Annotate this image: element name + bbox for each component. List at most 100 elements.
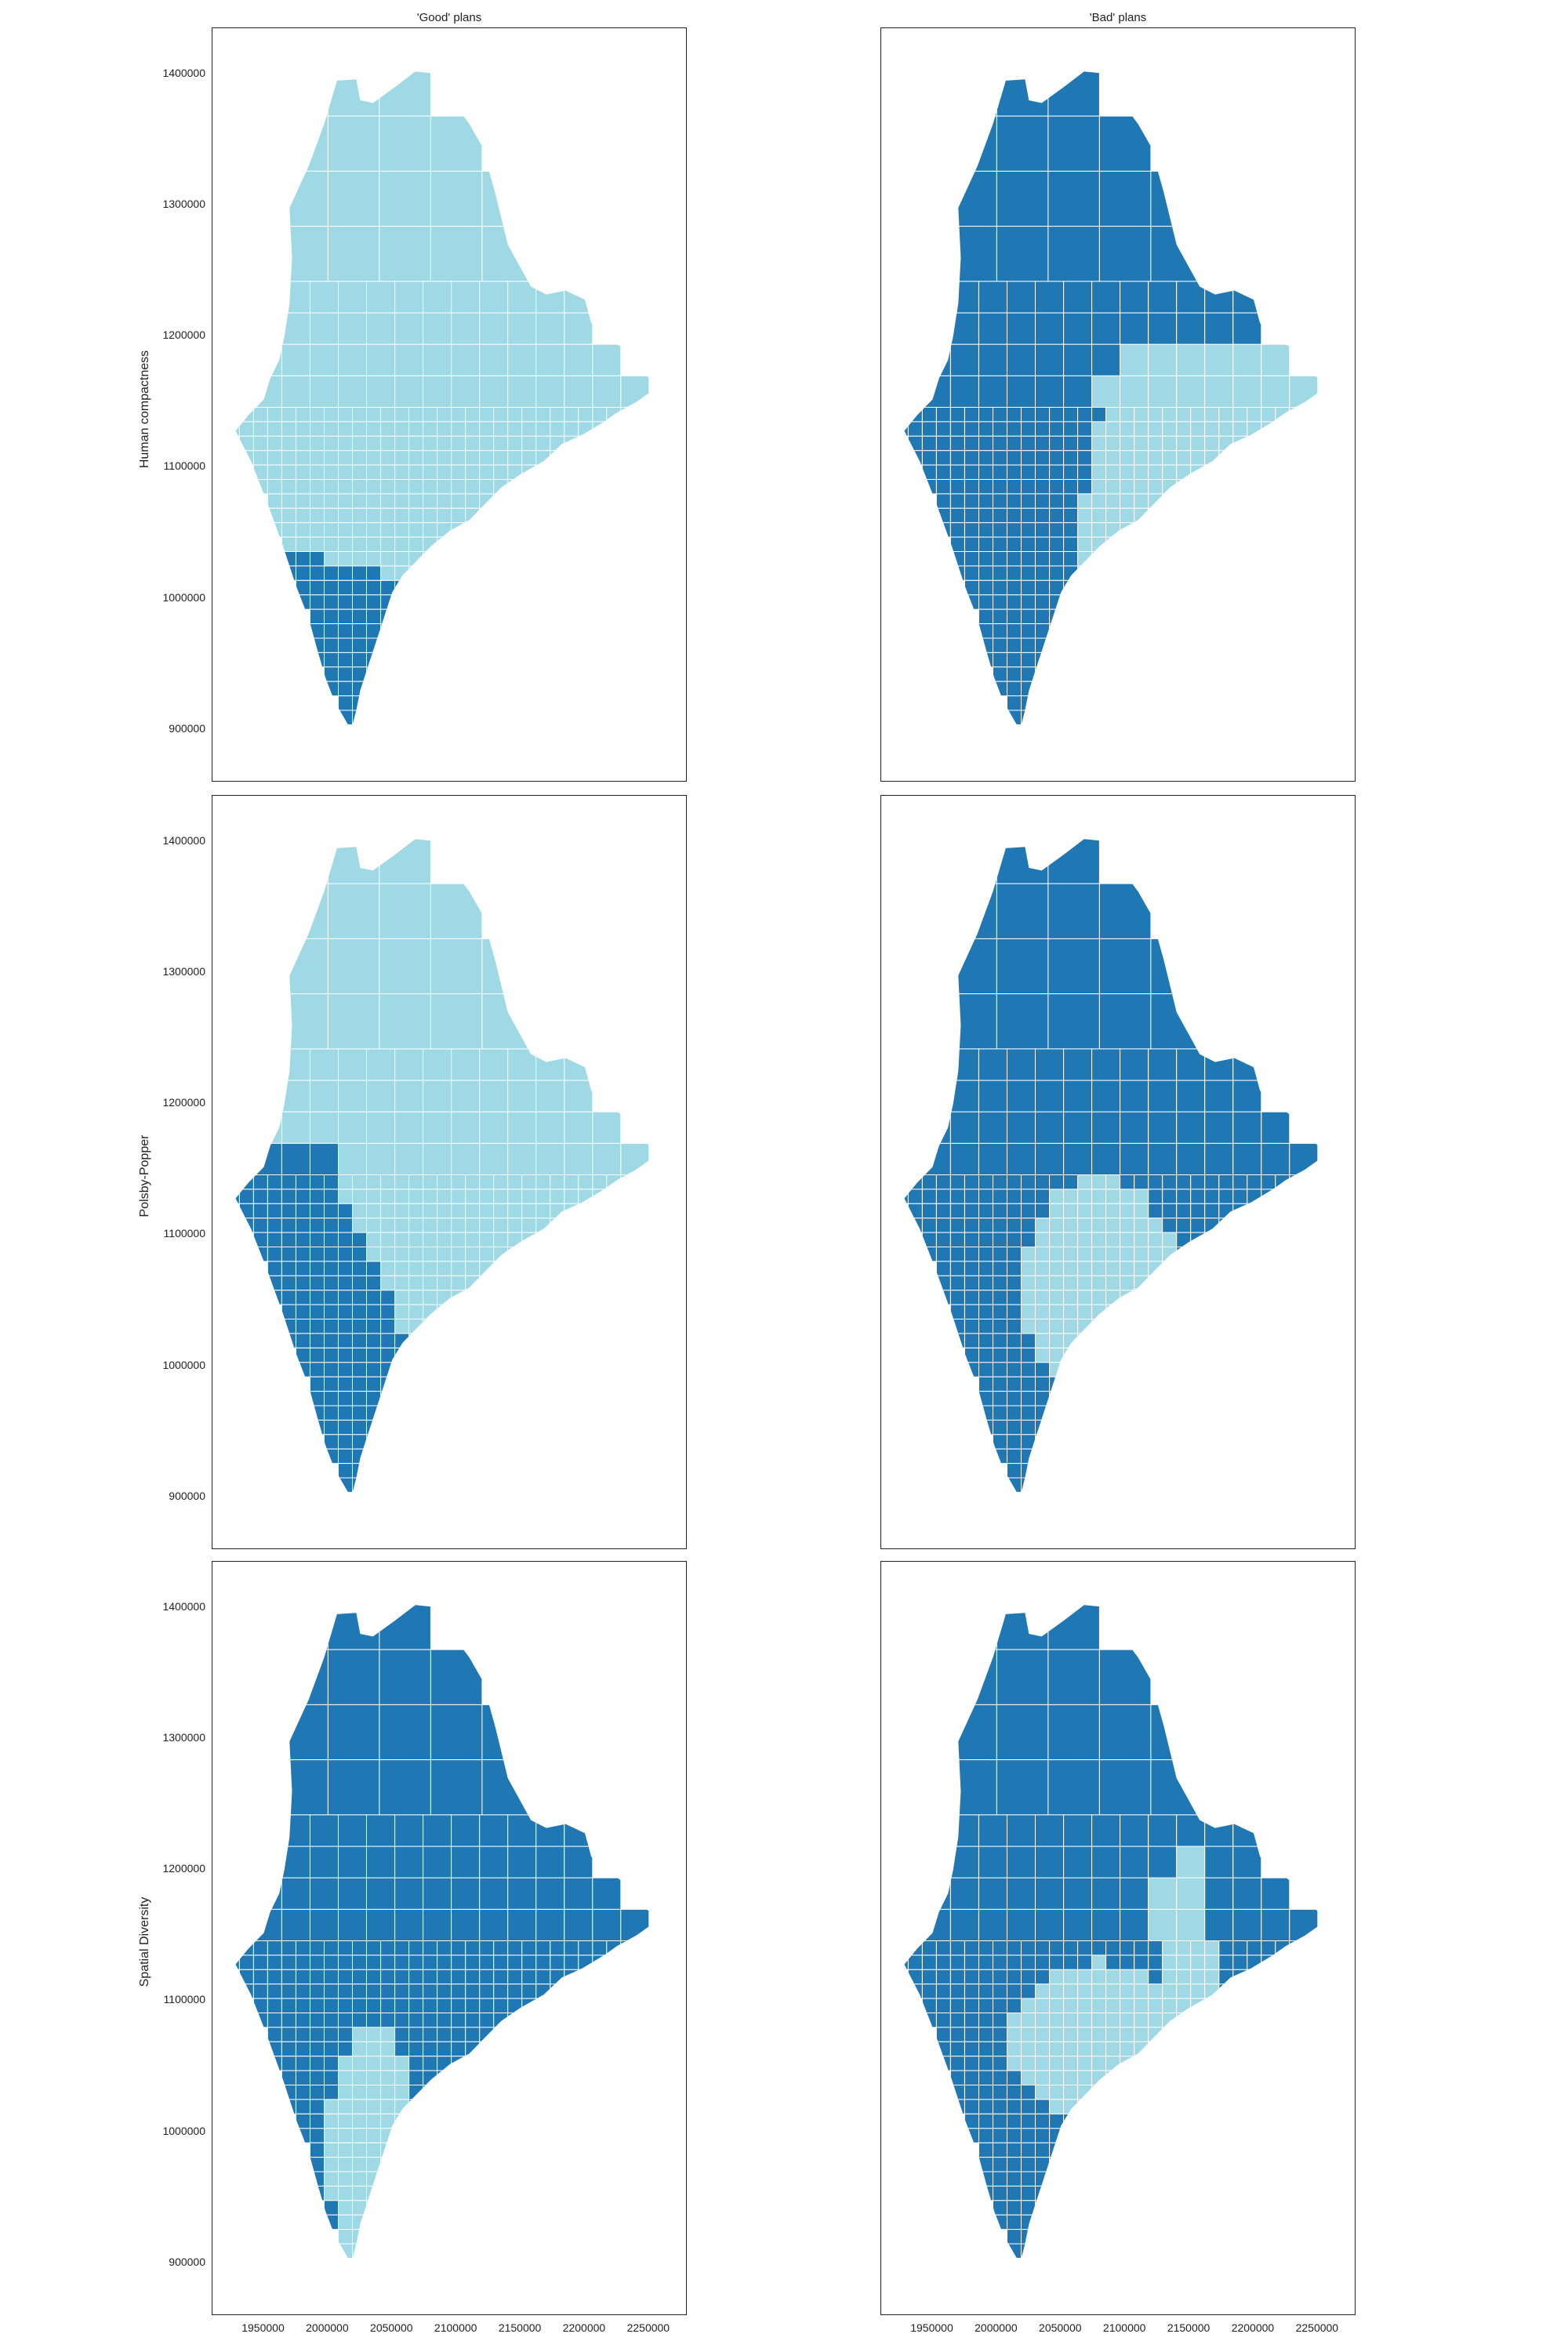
town-cell <box>1049 2070 1065 2085</box>
town-cell <box>564 435 579 452</box>
town-cell <box>1162 1174 1178 1190</box>
town-cell <box>327 938 380 995</box>
town-cell <box>564 1814 593 1847</box>
town-cell <box>1150 993 1203 1050</box>
town-cell <box>550 450 565 466</box>
town-cell <box>310 493 325 509</box>
town-cell <box>1007 1362 1022 1377</box>
town-cell <box>964 479 979 495</box>
town-cell <box>978 1203 993 1219</box>
town-cell <box>1035 2041 1050 2057</box>
town-cell <box>366 1347 381 1363</box>
town-cell <box>408 435 424 452</box>
town-cell <box>352 1319 367 1334</box>
maine-map-bad-spatial-diversity <box>904 1605 1319 2264</box>
town-cell <box>437 1304 452 1319</box>
town-cell <box>1007 1448 1022 1465</box>
town-cell <box>1007 1391 1022 1406</box>
town-cell <box>1218 1940 1234 1956</box>
town-cell <box>921 407 937 423</box>
y-tick-label: 1400000 <box>162 833 205 847</box>
town-cell <box>451 450 466 466</box>
town-cell <box>394 493 410 509</box>
town-cell <box>479 1846 509 1878</box>
town-cell <box>394 1111 424 1144</box>
town-cell <box>310 2070 325 2085</box>
town-cell <box>324 1362 339 1377</box>
town-cell <box>1049 1174 1065 1190</box>
town-cell <box>1176 1203 1192 1219</box>
town-cell <box>1035 1846 1064 1878</box>
town-cell <box>1049 1218 1065 1233</box>
town-cell <box>437 1232 452 1247</box>
town-cell <box>1105 421 1121 437</box>
town-cell <box>437 2041 452 2057</box>
town-cell <box>1035 1203 1050 1219</box>
town-cell <box>1035 2085 1050 2100</box>
town-cell <box>1021 652 1036 668</box>
town-cell <box>1148 435 1163 452</box>
town-cell <box>578 421 593 437</box>
town-cell <box>1049 450 1065 466</box>
town-cell <box>592 1940 608 1956</box>
town-cell <box>493 1203 509 1219</box>
town-cell <box>507 1908 537 1942</box>
x-tick-label: 2250000 <box>1295 2321 1339 2334</box>
town-cell <box>394 1347 410 1363</box>
town-cell <box>978 1877 1007 1910</box>
town-cell <box>465 435 481 452</box>
town-cell <box>1007 2041 1022 2057</box>
town-cell <box>993 551 1007 567</box>
town-cell <box>1218 435 1234 452</box>
town-cell <box>1049 1333 1065 1348</box>
x-tick-label: 1950000 <box>910 2321 953 2334</box>
town-cell <box>296 1362 310 1377</box>
town-cell <box>935 464 951 480</box>
town-cell <box>907 435 923 452</box>
town-cell <box>1120 479 1135 495</box>
town-cell <box>1035 1218 1050 1233</box>
town-cell <box>394 1203 410 1219</box>
town-cell <box>935 450 951 466</box>
town-cell <box>1275 1940 1290 1956</box>
town-cell <box>394 375 424 408</box>
y-tick-label: 1200000 <box>162 1862 205 1875</box>
town-cell <box>338 1232 353 1247</box>
town-cell <box>993 652 1007 668</box>
town-cell <box>465 507 481 524</box>
town-cell <box>327 883 380 939</box>
town-cell <box>352 1477 367 1493</box>
town-cell <box>964 1998 979 2013</box>
town-cell <box>1007 1376 1022 1392</box>
town-cell <box>1091 1111 1121 1144</box>
town-cell <box>493 407 509 423</box>
town-cell <box>1035 1247 1050 1262</box>
town-cell <box>394 551 410 567</box>
town-cell <box>1007 551 1022 567</box>
town-cell <box>338 1333 353 1348</box>
town-cell <box>978 1998 993 2013</box>
town-cell <box>996 1704 1049 1761</box>
town-cell <box>324 2056 339 2071</box>
town-cell <box>945 1704 997 1761</box>
town-cell <box>310 1048 339 1081</box>
town-cell <box>1035 594 1050 610</box>
town-cell <box>1261 1877 1290 1910</box>
town-cell <box>493 1174 509 1190</box>
town-cell <box>394 1955 410 1970</box>
town-cell <box>338 281 367 314</box>
town-cell <box>1021 1333 1036 1348</box>
town-cell <box>1204 1048 1234 1081</box>
town-cell <box>935 1955 951 1970</box>
town-cell <box>993 421 1007 437</box>
town-cell <box>1021 1491 1036 1498</box>
town-cell <box>1218 1969 1234 1985</box>
town-cell <box>310 435 325 452</box>
town-cell <box>1063 1908 1093 1942</box>
town-cell <box>993 1419 1007 1436</box>
town-cell <box>1162 1232 1178 1247</box>
town-cell <box>949 2027 965 2042</box>
town-cell <box>1232 343 1262 376</box>
town-cell <box>978 551 993 567</box>
town-cell <box>380 435 396 452</box>
